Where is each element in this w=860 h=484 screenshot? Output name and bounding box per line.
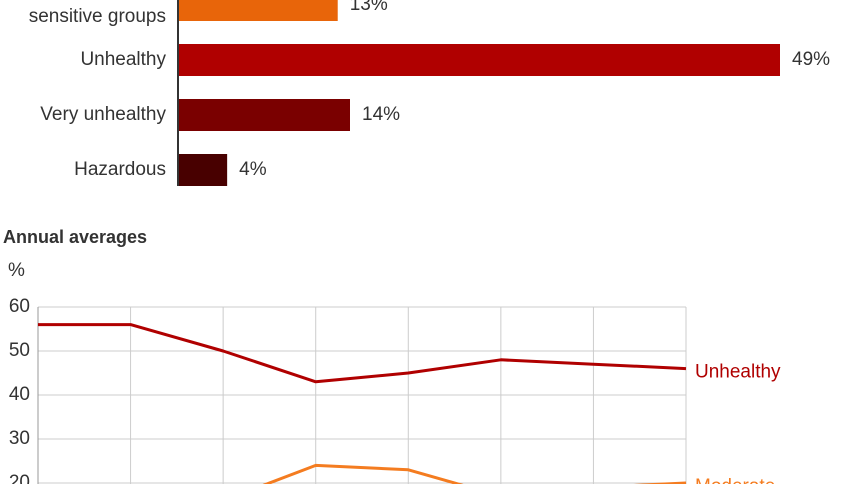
bar [178,99,350,131]
value-label: 4% [239,159,267,180]
y-tick-label: 60 [9,296,30,317]
series-label: Unhealthy [695,362,781,383]
y-tick-label: 20 [9,472,30,484]
value-label: 13% [350,0,388,15]
category-label: Hazardous [74,159,166,180]
y-tick-label: 30 [9,428,30,449]
value-label: 14% [362,104,400,125]
series-label: Moderate [695,476,775,484]
category-label: Unhealthy [80,49,166,70]
chart-title: Annual averages [3,227,147,247]
category-label: sensitive groups [29,6,166,27]
bar [178,154,228,186]
y-axis-label: % [8,260,25,281]
value-label: 49% [792,49,830,70]
line-series [262,463,687,484]
y-tick-label: 50 [9,340,30,361]
y-tick-label: 40 [9,384,30,405]
bar [178,44,780,76]
line-series [38,323,687,384]
category-label: Very unhealthy [40,104,166,125]
bar [178,0,338,21]
